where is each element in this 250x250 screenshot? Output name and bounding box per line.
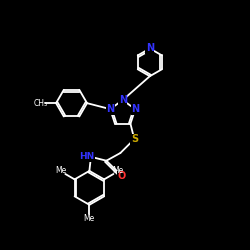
Text: O: O [118, 171, 126, 181]
Text: N: N [146, 44, 154, 54]
Text: Me: Me [84, 214, 95, 223]
Text: S: S [131, 134, 138, 144]
Text: Me: Me [55, 166, 66, 175]
Text: CH₃: CH₃ [34, 99, 48, 108]
Text: Me: Me [112, 166, 124, 175]
Text: HN: HN [80, 152, 95, 161]
Text: N: N [119, 95, 127, 105]
Text: N: N [131, 104, 139, 114]
Text: N: N [106, 104, 114, 114]
